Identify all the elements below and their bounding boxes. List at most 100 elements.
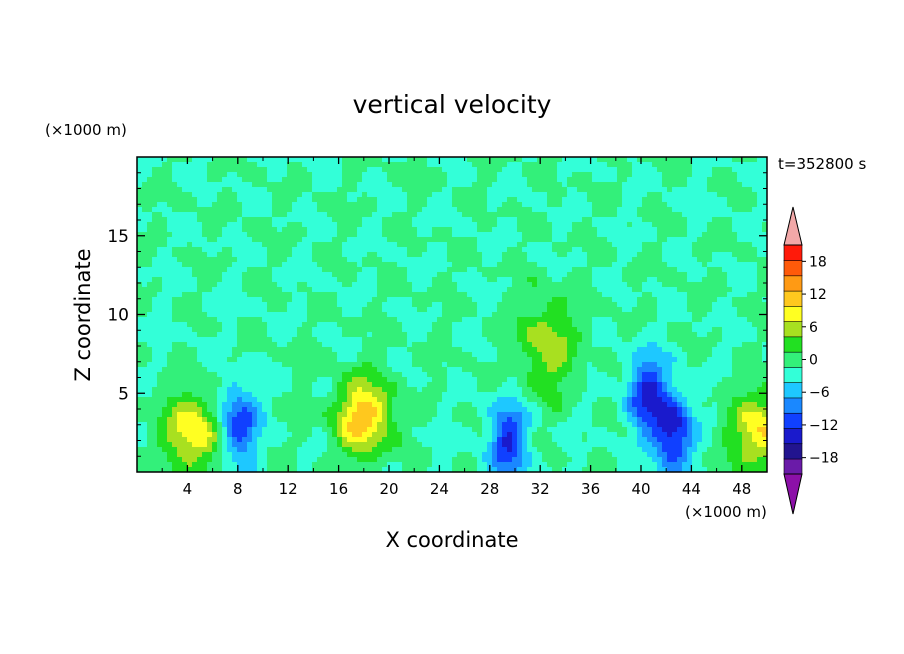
field-cell [242,257,248,263]
field-cell [562,187,568,193]
field-cell [232,212,238,218]
field-cell [332,307,338,313]
field-cell [627,172,633,178]
field-cell [342,177,348,183]
field-cell [647,177,653,183]
field-cell [517,347,523,353]
field-cell [257,337,263,343]
field-cell [757,217,763,223]
field-cell [742,292,748,298]
field-cell [182,317,188,323]
field-cell [542,237,548,243]
field-cell [177,282,183,288]
field-cell [577,187,583,193]
field-cell [642,282,648,288]
field-cell [317,322,323,328]
field-cell [567,237,573,243]
field-cell [522,157,528,163]
field-cell [517,157,523,163]
field-cell [217,202,223,208]
field-cell [192,287,198,293]
field-cell [492,247,498,253]
field-cell [217,272,223,278]
field-cell [507,227,513,233]
field-cell [632,327,638,333]
field-cell [292,352,298,358]
field-cell [302,212,308,218]
field-cell [422,247,428,253]
field-cell [397,252,403,258]
field-cell [417,212,423,218]
field-cell [612,317,618,323]
field-cell [742,197,748,203]
field-cell [622,287,628,293]
field-cell [647,302,653,308]
field-cell [147,242,153,248]
field-cell [577,292,583,298]
field-cell [537,267,543,273]
field-cell [327,307,333,313]
field-cell [547,282,553,288]
field-cell [682,182,688,188]
field-cell [537,227,543,233]
field-cell [172,277,178,283]
field-cell [312,177,318,183]
field-cell [482,287,488,293]
field-cell [722,342,728,348]
field-cell [717,272,723,278]
field-cell [722,337,728,343]
field-cell [432,247,438,253]
field-cell [292,262,298,268]
field-cell [382,247,388,253]
field-cell [732,157,738,163]
field-cell [542,257,548,263]
field-cell [412,227,418,233]
field-cell [192,317,198,323]
field-cell [182,242,188,248]
field-cell [332,327,338,333]
field-cell [707,317,713,323]
field-cell [352,212,358,218]
field-cell [472,302,478,308]
field-cell [717,302,723,308]
field-cell [522,317,528,323]
field-cell [327,317,333,323]
field-cell [582,232,588,238]
field-cell [357,327,363,333]
field-cell [342,262,348,268]
field-cell [357,207,363,213]
field-cell [422,217,428,223]
field-cell [437,172,443,178]
field-cell [622,222,628,228]
field-cell [267,172,273,178]
field-cell [632,287,638,293]
field-cell [457,317,463,323]
field-cell [317,217,323,223]
field-cell [742,307,748,313]
field-cell [322,222,328,228]
field-cell [607,297,613,303]
field-cell [452,292,458,298]
field-cell [517,352,523,358]
field-cell [527,287,533,293]
field-cell [492,262,498,268]
field-cell [447,277,453,283]
field-cell [532,182,538,188]
field-cell [232,242,238,248]
field-cell [282,162,288,168]
field-cell [472,337,478,343]
field-cell [342,197,348,203]
field-cell [707,297,713,303]
field-cell [297,187,303,193]
field-cell [327,207,333,213]
field-cell [347,347,353,353]
field-cell [217,337,223,343]
field-cell [552,272,558,278]
field-cell [642,182,648,188]
field-cell [137,302,143,308]
field-cell [742,277,748,283]
field-cell [207,347,213,353]
field-cell [452,162,458,168]
field-cell [482,332,488,338]
field-cell [747,337,753,343]
